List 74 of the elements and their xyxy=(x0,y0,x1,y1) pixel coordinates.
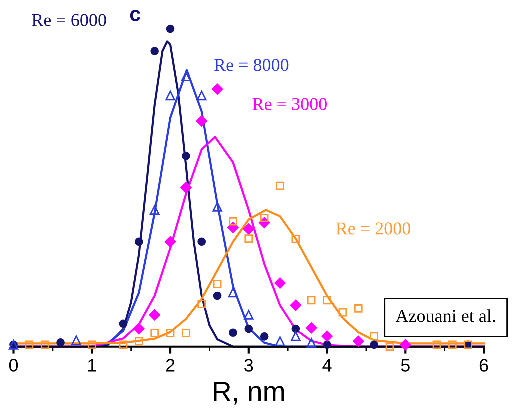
x-tick-label: 3 xyxy=(244,359,254,372)
point xyxy=(150,329,160,338)
point xyxy=(229,328,238,338)
point xyxy=(260,214,269,222)
point xyxy=(134,238,144,246)
text: Re = 2000 xyxy=(336,222,410,235)
point xyxy=(290,300,302,312)
point xyxy=(307,296,316,305)
point xyxy=(448,340,457,350)
series-label: Re = 3000 xyxy=(252,98,327,110)
x-tick-label: 2 xyxy=(166,359,175,372)
point xyxy=(243,224,254,235)
point xyxy=(432,340,442,350)
point xyxy=(322,330,333,342)
point xyxy=(370,340,378,350)
point xyxy=(323,340,332,350)
point xyxy=(25,340,34,350)
point xyxy=(150,205,160,216)
annotation: Azouani et al. xyxy=(396,310,496,322)
point xyxy=(338,308,348,317)
point xyxy=(166,24,175,34)
point xyxy=(212,202,222,212)
point xyxy=(182,329,190,338)
point xyxy=(119,340,128,350)
x-tick-label: 1 xyxy=(88,359,96,372)
x-tick-label: 4 xyxy=(322,359,332,372)
point xyxy=(198,300,206,308)
point xyxy=(353,336,364,348)
point xyxy=(182,152,190,160)
series-label: Re = 8000 xyxy=(214,59,289,72)
point xyxy=(229,217,238,226)
point xyxy=(291,332,301,342)
x-tick-label: 0 xyxy=(9,359,18,372)
point xyxy=(198,238,206,246)
point xyxy=(370,332,378,341)
point xyxy=(119,320,128,328)
point xyxy=(88,340,96,350)
x-axis-title: R, nm xyxy=(214,382,284,405)
point xyxy=(149,309,160,321)
point xyxy=(134,337,144,346)
text: c xyxy=(130,10,141,22)
point xyxy=(196,116,208,127)
point xyxy=(244,324,254,334)
point xyxy=(164,236,176,248)
point xyxy=(354,304,363,313)
point xyxy=(56,338,65,347)
x-tick-label: 5 xyxy=(401,359,410,372)
point xyxy=(212,84,224,96)
point xyxy=(72,336,82,346)
point xyxy=(180,182,192,194)
point xyxy=(213,292,222,300)
point xyxy=(40,340,50,350)
point xyxy=(228,288,238,298)
point xyxy=(150,47,160,56)
text: Re = 6000 xyxy=(32,14,106,26)
point xyxy=(244,234,254,243)
point xyxy=(276,182,284,190)
point xyxy=(292,234,300,244)
point xyxy=(260,332,269,341)
point xyxy=(134,323,145,335)
x-tick-label: 6 xyxy=(480,359,488,372)
point xyxy=(306,322,318,334)
point xyxy=(274,278,286,289)
point xyxy=(244,310,254,320)
point xyxy=(166,329,175,338)
point xyxy=(306,338,316,348)
point xyxy=(386,342,394,352)
point xyxy=(323,296,332,305)
point xyxy=(400,339,412,351)
point xyxy=(166,90,176,101)
point xyxy=(213,280,222,288)
point xyxy=(275,336,286,346)
point xyxy=(197,90,207,101)
point xyxy=(292,324,300,334)
